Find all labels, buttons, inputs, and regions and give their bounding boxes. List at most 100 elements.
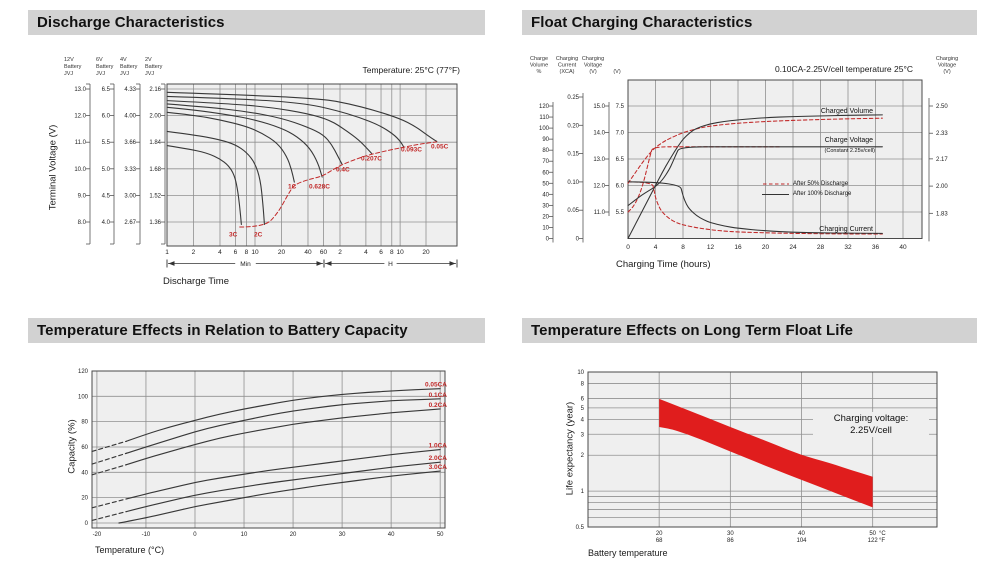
scale-value: 70 [542,159,549,165]
curve-label: 1C [288,184,297,191]
tick-label: 20 [81,496,88,502]
scale-header: 2V [145,57,152,63]
float-charging-chart: ChargeVolume%120110100908070605040302010… [530,56,958,251]
tick-label: 40 [899,244,907,251]
tick-label: 3 [581,432,585,438]
scale-header: Current [558,63,577,69]
tick-label: 40 [304,249,312,256]
chart-shape [125,461,441,513]
scale-header: JVJ [64,71,73,77]
temperature-capacity-chart: -20 -10 0 10 20 30 40 50 0 20 40 60 80 100 120 0.05CA 0.… [78,369,447,538]
chart-shape [627,181,883,234]
tick-label: 0 [193,532,197,538]
chart-shape [166,100,373,155]
curve-label: 0.4C [336,167,350,174]
curve-label: 1.0CA [429,443,448,450]
tick-label: 6 [379,249,383,256]
tick-label: 12 [707,244,715,251]
scale-value: 4.33 [124,87,136,93]
scale-value: 11.0 [75,140,87,146]
life-x-axis-label: Battery temperature [588,548,668,558]
chart-shape [166,103,343,165]
scale-header: Charging [556,56,578,62]
chart-shape [118,470,441,524]
curve-label: 3.0CA [429,464,448,471]
chart-shape [91,452,127,465]
discharge-x-axis-label: Discharge Time [163,276,229,287]
scale-value: 14.0 [593,131,605,137]
tick-label: 6 [581,396,585,402]
scale-value: 1.36 [149,220,161,226]
scale-value: 60 [542,170,549,176]
scale-value: 10 [542,225,549,231]
annotation-line-2: 2.25V/cell [850,424,892,436]
charge-voltage-label: Charge Voltage [824,137,873,144]
curve-label: 0.093C [401,147,422,154]
scale-value: 6.0 [616,184,625,190]
chart-shape [166,83,458,247]
tick-label: 20 [278,249,286,256]
curve-label: 0.207C [361,156,382,163]
scale-value: 3.33 [124,167,136,173]
curve-label: 0.1CA [429,392,448,399]
tick-label: 40 [388,532,395,538]
tick-label: 1 [165,249,169,256]
section-title: Temperature Effects in Relation to Batte… [37,322,408,339]
chart-shape [168,261,175,266]
tick-label: 8 [390,249,394,256]
scale-value: 15.0 [593,104,605,110]
tick-label: 122 [868,538,879,544]
chart-shape [627,114,883,240]
scale-value: 50 [542,181,549,187]
scale-value: 4.5 [102,193,111,199]
capacity-y-axis-label: Capacity (%) [66,419,78,474]
chart-shape [316,261,323,266]
chart-shape [166,106,323,178]
scale-value: 1.68 [149,167,161,173]
scale-header: 12V [64,57,74,63]
legend-after-50-discharge: After 50% Discharge [793,180,849,187]
chart-shape [659,398,873,508]
scale-value: 5.5 [102,140,111,146]
scale-header: Volume [530,63,548,69]
scale-value: 100 [539,126,550,132]
chart-shape [384,259,397,268]
section-title: Float Charging Characteristics [531,14,753,31]
charging-voltage-annotation: Charging voltage: 2.25V/cell [813,412,929,437]
axis-range-label: H [388,261,393,268]
chart-shape [587,371,938,528]
scale-value: 6.5 [616,157,625,163]
tick-label: 100 [78,394,89,400]
scale-value: 5.0 [102,167,111,173]
chart-shape [166,144,242,226]
tick-label: 30 [727,531,734,537]
scale-value: 0.25 [567,95,579,101]
tick-label: 10 [241,532,248,538]
curve-label: 0.2CA [429,402,448,409]
scale-header: 6V [96,57,103,63]
charging-current-label: Charging Current [819,226,873,233]
scale-value: 6.0 [102,114,111,120]
tick-label: 80 [81,420,88,426]
chart-shape [91,511,127,522]
scale-value: 2.00 [936,184,948,190]
tick-label: 28 [817,244,825,251]
section-title: Temperature Effects on Long Term Float L… [531,322,854,339]
tick-label: 24 [789,244,797,251]
float-x-axis-label: Charging Time (hours) [616,259,711,270]
section-title: Discharge Characteristics [37,14,225,31]
scale-value: 8.0 [78,220,87,226]
scale-header: Charge [530,56,548,62]
scale-value: 4.0 [102,220,111,226]
scale-header: Charging [936,56,958,62]
header-temperature-capacity: Temperature Effects in Relation to Batte… [28,318,485,343]
tick-label: 2 [192,249,196,256]
scale-value: 120 [539,104,550,110]
chart-shape [91,464,127,476]
chart-shape [91,370,446,529]
chart-shape [166,111,295,183]
scale-value: 4.00 [124,114,136,120]
scale-value: 6.5 [102,87,111,93]
scale-value: 2.00 [149,114,161,120]
chart-shape [125,388,441,442]
